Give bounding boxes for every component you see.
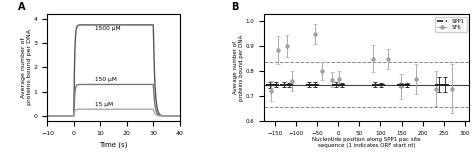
Text: 150 μM: 150 μM xyxy=(95,77,117,82)
Text: A: A xyxy=(18,2,26,12)
Text: 15 μM: 15 μM xyxy=(95,102,113,107)
Text: B: B xyxy=(231,2,239,12)
Y-axis label: Average number of
proteins bound per DNA: Average number of proteins bound per DNA xyxy=(234,34,244,101)
Legend: SPP1, SF6: SPP1, SF6 xyxy=(435,17,466,32)
Y-axis label: Average number of
proteins bound per DNA: Average number of proteins bound per DNA xyxy=(21,29,32,105)
X-axis label: Nucleotide position along SPP1 pac site
sequence (1 indicates ORF start nt): Nucleotide position along SPP1 pac site … xyxy=(312,137,421,148)
X-axis label: Time (s): Time (s) xyxy=(100,141,128,148)
Text: 1500 μM: 1500 μM xyxy=(95,26,121,31)
